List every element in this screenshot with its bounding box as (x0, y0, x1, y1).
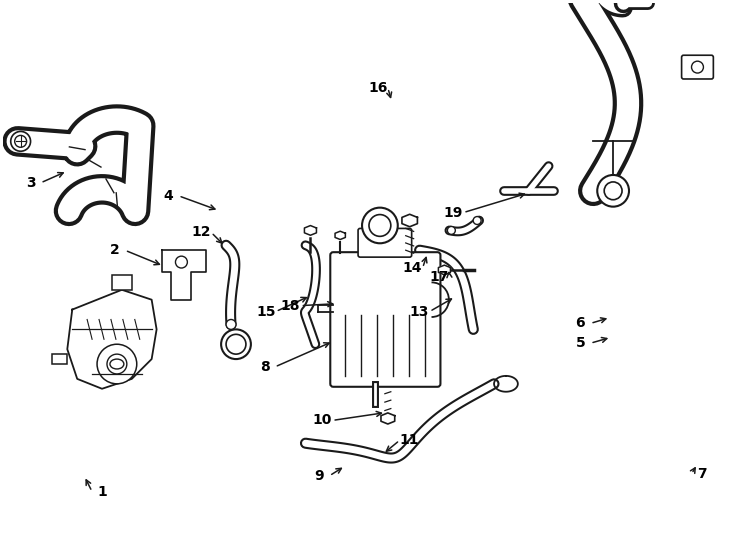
Circle shape (226, 320, 236, 329)
Polygon shape (112, 275, 132, 290)
FancyBboxPatch shape (330, 252, 440, 387)
Text: 3: 3 (26, 176, 35, 190)
Text: 7: 7 (697, 467, 706, 481)
Text: 11: 11 (400, 433, 419, 447)
Text: 19: 19 (443, 206, 463, 220)
Text: 4: 4 (164, 189, 173, 203)
Circle shape (175, 256, 187, 268)
Polygon shape (305, 226, 316, 235)
Circle shape (604, 182, 622, 200)
Text: 2: 2 (110, 243, 120, 257)
Text: 13: 13 (410, 305, 429, 319)
Circle shape (107, 354, 127, 374)
Circle shape (473, 217, 481, 225)
Polygon shape (335, 231, 346, 240)
Text: 16: 16 (368, 81, 388, 95)
FancyBboxPatch shape (682, 55, 713, 79)
Polygon shape (161, 250, 206, 300)
Text: 8: 8 (260, 360, 269, 374)
FancyBboxPatch shape (358, 228, 412, 257)
Text: 15: 15 (256, 305, 275, 319)
Circle shape (97, 344, 137, 384)
Circle shape (11, 131, 31, 151)
Circle shape (691, 61, 703, 73)
Text: 1: 1 (97, 485, 107, 499)
Circle shape (362, 208, 398, 244)
Text: 5: 5 (575, 336, 585, 350)
Text: 18: 18 (281, 299, 300, 313)
Polygon shape (438, 265, 451, 275)
Circle shape (369, 214, 390, 237)
Circle shape (597, 175, 629, 207)
Polygon shape (381, 413, 395, 424)
Text: 9: 9 (315, 469, 324, 483)
Polygon shape (52, 354, 68, 364)
Circle shape (226, 334, 246, 354)
Text: 14: 14 (403, 261, 422, 275)
Text: 10: 10 (313, 414, 332, 428)
Text: 12: 12 (192, 225, 211, 239)
Circle shape (221, 329, 251, 359)
Circle shape (15, 136, 26, 147)
Text: 17: 17 (430, 270, 449, 284)
Circle shape (448, 226, 455, 234)
Ellipse shape (110, 359, 124, 369)
Polygon shape (402, 214, 418, 227)
Text: 6: 6 (575, 316, 585, 330)
Polygon shape (68, 290, 156, 389)
